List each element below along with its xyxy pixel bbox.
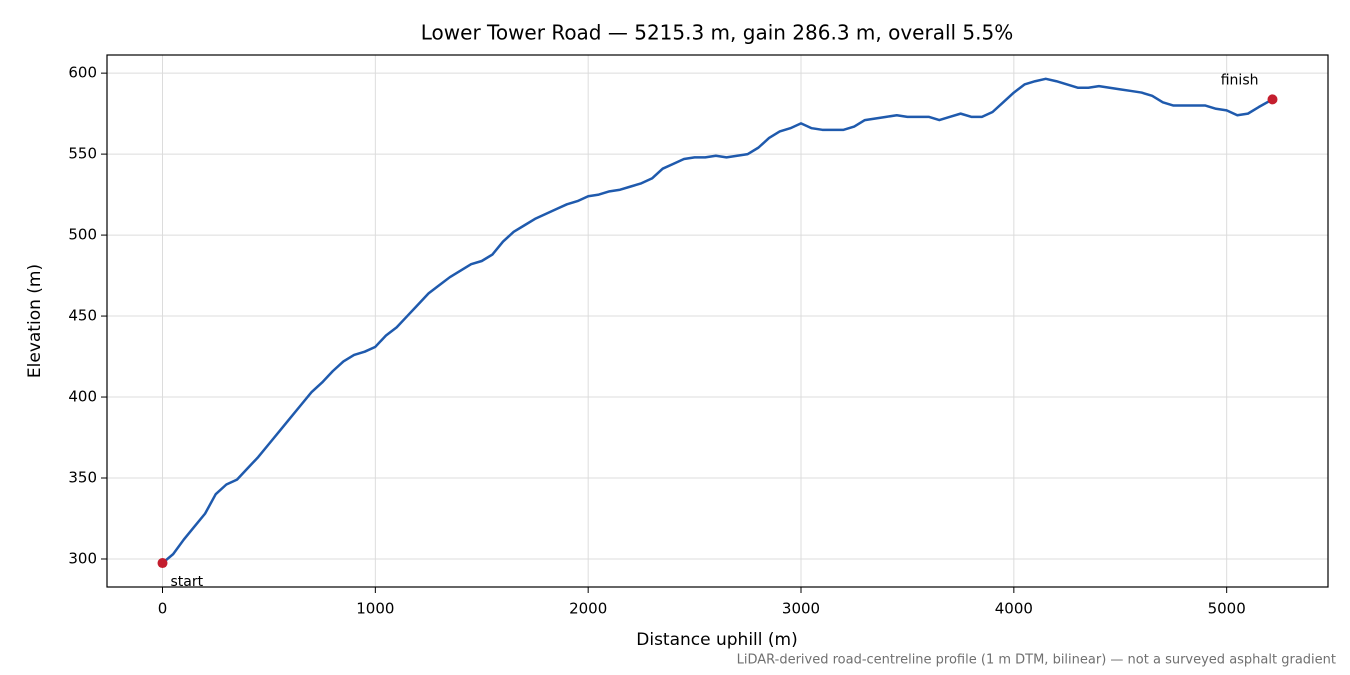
endpoint-label: finish — [1221, 72, 1259, 88]
elevation-line — [161, 77, 1274, 564]
y-tick-label: 400 — [68, 388, 97, 406]
x-tick-label: 0 — [158, 600, 168, 618]
y-tick-label: 500 — [68, 226, 97, 244]
y-tick-label: 600 — [68, 64, 97, 82]
x-tick-label: 5000 — [1208, 600, 1246, 618]
x-tick-label: 4000 — [995, 600, 1033, 618]
endpoint-marker — [1267, 94, 1278, 105]
y-tick-label: 550 — [68, 145, 97, 163]
endpoint-label: start — [171, 574, 204, 590]
y-tick-label: 350 — [68, 469, 97, 487]
footnote: LiDAR-derived road-centreline profile (1… — [737, 653, 1336, 668]
x-tick-label: 1000 — [356, 600, 394, 618]
x-tick-label: 3000 — [782, 600, 820, 618]
y-axis-label: Elevation (m) — [25, 264, 45, 378]
y-tick-label: 300 — [68, 549, 97, 567]
x-axis-label: Distance uphill (m) — [636, 630, 797, 650]
endpoint-marker — [157, 558, 168, 569]
x-tick-label: 2000 — [569, 600, 607, 618]
plot-frame — [106, 54, 1329, 588]
y-tick-label: 450 — [68, 307, 97, 325]
chart-title: Lower Tower Road — 5215.3 m, gain 286.3 … — [421, 21, 1014, 45]
